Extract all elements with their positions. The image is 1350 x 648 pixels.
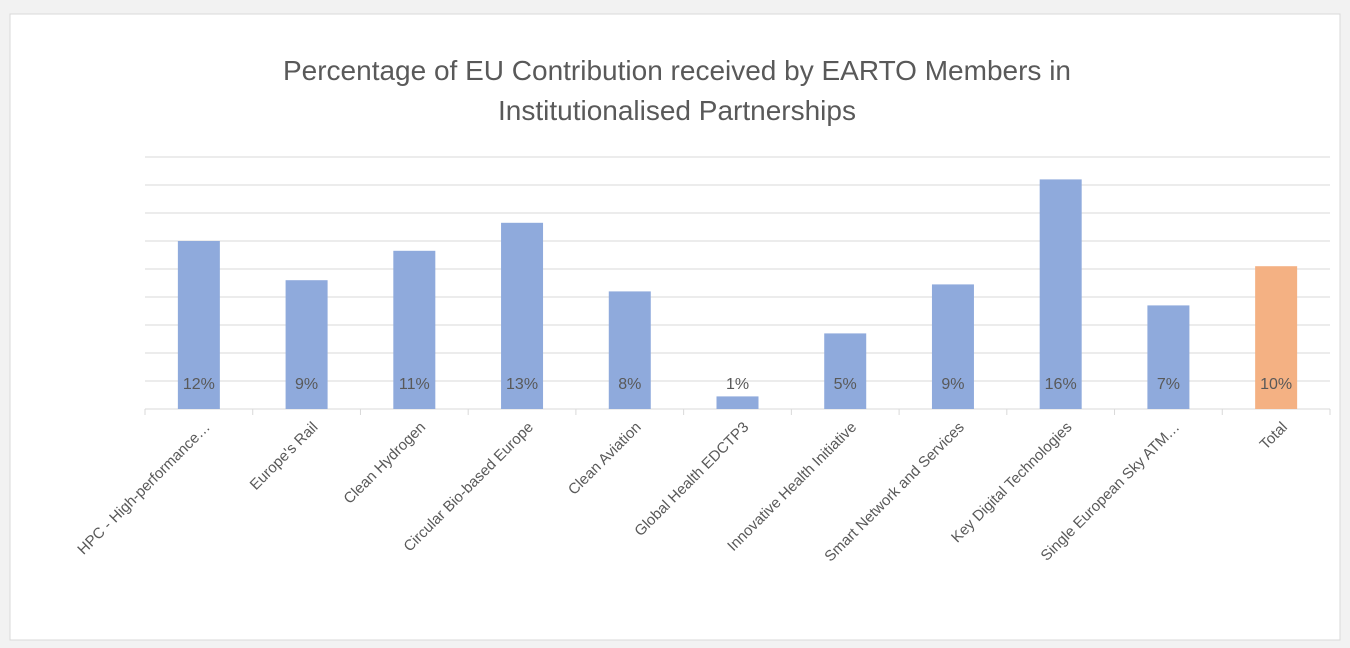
data-label: 13% xyxy=(506,376,538,393)
bar xyxy=(931,284,974,409)
data-label: 7% xyxy=(1157,376,1180,393)
bar xyxy=(608,291,651,409)
data-label: 8% xyxy=(618,376,641,393)
bar xyxy=(1147,305,1190,409)
data-label: 12% xyxy=(183,376,215,393)
bar xyxy=(716,396,759,409)
data-label: 9% xyxy=(295,376,318,393)
data-label: 10% xyxy=(1260,376,1292,393)
chart-title: Institutionalised Partnerships xyxy=(498,95,856,126)
chart-title: Percentage of EU Contribution received b… xyxy=(283,55,1071,86)
data-label: 9% xyxy=(941,376,964,393)
bar xyxy=(177,241,220,409)
chart-frame xyxy=(9,13,1341,641)
bar xyxy=(393,250,436,409)
bar xyxy=(824,333,867,409)
bar xyxy=(501,222,544,409)
data-label: 11% xyxy=(399,376,430,393)
bar xyxy=(1039,179,1082,409)
data-label: 16% xyxy=(1045,376,1077,393)
bar xyxy=(1255,266,1298,409)
data-label: 5% xyxy=(834,376,857,393)
data-label: 1% xyxy=(726,376,749,393)
bar xyxy=(285,280,328,409)
